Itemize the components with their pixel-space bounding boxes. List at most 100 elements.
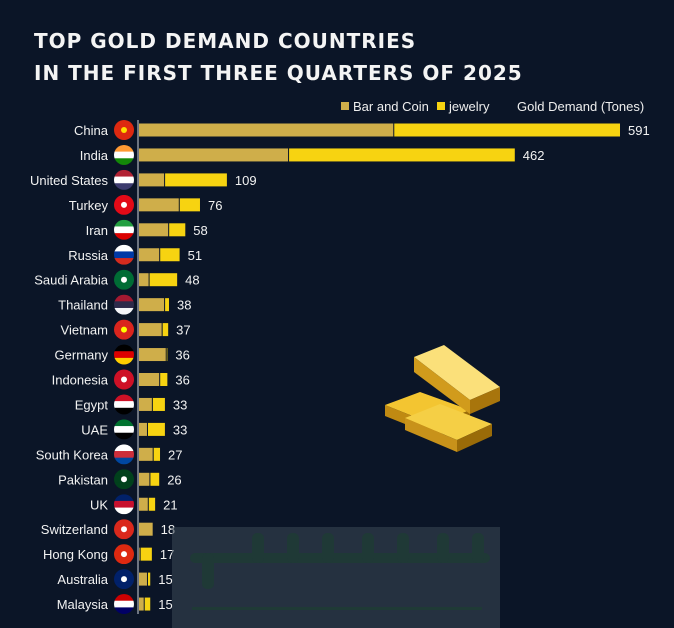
category-label: Australia xyxy=(57,572,108,587)
bar-segment-bar-and-coin xyxy=(139,522,153,536)
bar-segment-jewelry xyxy=(140,547,152,561)
australia-flag-icon xyxy=(114,569,134,590)
category-label: UAE xyxy=(81,422,108,437)
usa-flag-icon xyxy=(114,169,134,190)
gold-bars-illustration xyxy=(385,345,500,452)
iran-flag-icon xyxy=(114,219,134,240)
data-label: 36 xyxy=(175,373,189,388)
bar-segment-jewelry xyxy=(149,273,178,287)
vietnam-flag-icon xyxy=(114,319,134,340)
data-label: 51 xyxy=(188,248,202,263)
data-label: 15 xyxy=(158,597,172,612)
bar-row: Egypt 33 xyxy=(75,394,187,415)
bar-row: Indonesia 36 xyxy=(52,369,190,390)
hong-kong-flag-icon xyxy=(114,544,134,565)
bar-segment-bar-and-coin xyxy=(139,148,289,162)
data-label: 58 xyxy=(193,223,207,238)
bar-row: Pakistan 26 xyxy=(58,469,182,490)
bar-segment-jewelry xyxy=(179,198,200,212)
category-label: India xyxy=(80,148,109,163)
bar-segment-bar-and-coin xyxy=(139,248,160,262)
category-label: Indonesia xyxy=(52,373,109,388)
category-label: Iran xyxy=(86,223,108,238)
data-label: 18 xyxy=(161,522,175,537)
bar-segment-jewelry xyxy=(147,572,151,586)
category-label: Hong Kong xyxy=(43,547,108,562)
bar-segment-bar-and-coin xyxy=(139,497,148,511)
category-label: Vietnam xyxy=(61,323,108,338)
bar-segment-bar-and-coin xyxy=(139,373,160,386)
india-flag-icon xyxy=(114,144,134,165)
category-label: Thailand xyxy=(58,298,108,313)
bar-row: United States 109 xyxy=(30,169,257,190)
bar-row: UK 21 xyxy=(90,494,178,515)
pakistan-flag-icon xyxy=(114,469,134,490)
data-label: 27 xyxy=(168,447,182,462)
bar-row: India 462 xyxy=(80,144,545,165)
data-label: 26 xyxy=(167,472,181,487)
bar-segment-bar-and-coin xyxy=(139,422,147,436)
bar-segment-bar-and-coin xyxy=(139,273,149,287)
bar-segment-jewelry xyxy=(148,497,156,511)
malaysia-flag-icon xyxy=(114,594,134,615)
bar-row: Australia 15 xyxy=(57,569,173,590)
bar-segment-bar-and-coin xyxy=(139,223,169,237)
egypt-flag-icon xyxy=(114,394,134,415)
data-label: 462 xyxy=(523,148,545,163)
bar-segment-bar-and-coin xyxy=(139,572,147,586)
bar-segment-jewelry xyxy=(165,298,169,312)
bar-segment-jewelry xyxy=(169,223,186,237)
category-label: Switzerland xyxy=(41,522,108,537)
legend-item-jewelry: jewelry xyxy=(437,99,489,114)
watermark-logo xyxy=(172,527,500,628)
bar-segment-jewelry xyxy=(152,397,165,411)
china-flag-icon xyxy=(114,120,134,140)
indonesia-flag-icon xyxy=(114,369,134,390)
chart-title-line-1: TOP GOLD DEMAND COUNTRIES xyxy=(34,29,417,53)
data-label: 36 xyxy=(175,348,189,363)
bar-segment-bar-and-coin xyxy=(139,173,165,187)
bar-segment-bar-and-coin xyxy=(139,323,162,337)
value-axis-label: Gold Demand (Tones) xyxy=(517,99,645,114)
legend-item-bar-and-coin: Bar and Coin xyxy=(341,99,429,114)
data-label: 33 xyxy=(173,422,187,437)
data-label: 33 xyxy=(173,397,187,412)
bar-segment-jewelry xyxy=(162,323,169,337)
bar-row: China 591 xyxy=(74,120,650,140)
bar-segment-jewelry xyxy=(153,447,161,461)
data-label: 591 xyxy=(628,123,650,138)
category-label: Pakistan xyxy=(58,472,108,487)
bar-segment-jewelry xyxy=(147,422,165,436)
germany-flag-icon xyxy=(114,344,134,365)
bar-segment-jewelry xyxy=(165,173,227,187)
category-label: Saudi Arabia xyxy=(34,273,108,288)
bar-segment-bar-and-coin xyxy=(139,597,144,611)
legend-label: jewelry xyxy=(449,99,490,114)
turkey-flag-icon xyxy=(114,194,134,215)
legend-swatch xyxy=(341,102,349,110)
category-label: Russia xyxy=(68,248,109,263)
bar-segment-jewelry xyxy=(289,148,515,162)
bar-segment-jewelry xyxy=(394,123,620,137)
legend-label: Bar and Coin xyxy=(353,99,429,114)
bar-segment-bar-and-coin xyxy=(139,123,394,137)
bar-row: Saudi Arabia 48 xyxy=(34,269,200,290)
bar-row: Germany 36 xyxy=(55,344,190,365)
bar-row: Thailand 38 xyxy=(58,294,191,315)
data-label: 38 xyxy=(177,298,191,313)
category-label: Turkey xyxy=(69,198,109,213)
chart-title-line-2: IN THE FIRST THREE QUARTERS OF 2025 xyxy=(34,61,523,85)
bar-row: Russia 51 xyxy=(68,244,202,265)
category-label: Germany xyxy=(55,348,109,363)
category-label: Malaysia xyxy=(57,597,109,612)
category-label: South Korea xyxy=(36,447,109,462)
category-label: China xyxy=(74,123,109,138)
bar-row: Iran 58 xyxy=(86,219,208,240)
bar-segment-bar-and-coin xyxy=(139,298,165,312)
data-label: 21 xyxy=(163,497,177,512)
bar-row: Malaysia 15 xyxy=(57,594,173,615)
uk-flag-icon xyxy=(114,494,134,515)
bar-segment-bar-and-coin xyxy=(139,472,150,486)
bar-segment-jewelry xyxy=(160,373,168,386)
